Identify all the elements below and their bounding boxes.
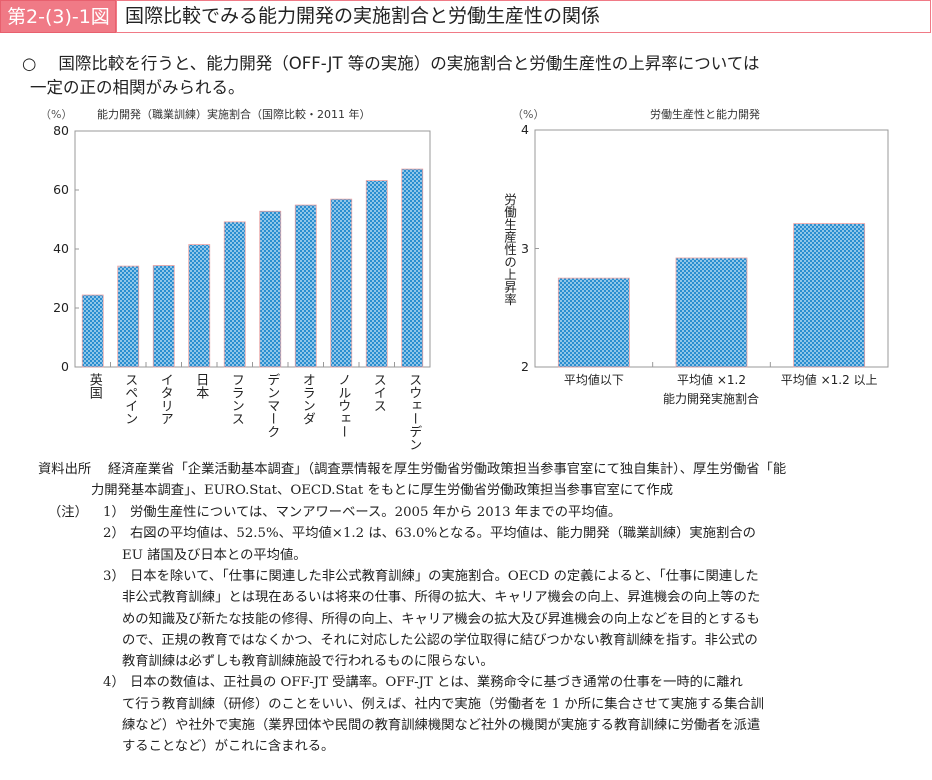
left-chart-title: 能力開発（職業訓練）実施割合（国際比較・2011 年） (97, 108, 371, 121)
summary-bullet: ○ (22, 54, 37, 73)
x-category-label: オランダ (299, 373, 315, 425)
bar-イタリア (152, 265, 175, 368)
x-category-label: フランス (228, 373, 244, 425)
source-line-2: 力開発基本調査」、EURO.Stat、OECD.Stat をもとに厚生労働省労働… (91, 483, 674, 498)
note-line: 練など）や社外で実施（業界団体や民間の教育訓練機関など社外の機関が実施する教育訓… (122, 718, 761, 733)
note-line: 教育訓練は必ずしも教育訓練施設で行われるものに限らない。 (122, 654, 494, 670)
note-line: 日本の数値は、正社員の OFF-JT 受講率。OFF-JT とは、業務命令に基づ… (130, 675, 743, 691)
note-line: 右図の平均値は、52.5%、平均値×1.2 は、63.0%となる。平均値は、能力… (130, 526, 756, 542)
note-line: EU 諸国及び日本との平均値。 (122, 547, 307, 563)
x-category-label: 平均値 ×1.2 (677, 373, 746, 387)
right-chart-ylabel: 労働生産性の上昇率 (502, 193, 517, 306)
bar-デンマーク (259, 210, 282, 368)
bar-スペイン (117, 265, 140, 368)
y-tick-label: 60 (53, 182, 69, 197)
summary-text: 国際比較を行うと、能力開発（OFF-JT 等の実施）の実施割合と労働生産性の上昇… (58, 54, 760, 73)
x-category-label: 平均値以下 (563, 373, 624, 387)
figure-title: 国際比較でみる能力開発の実施割合と労働生産性の関係 (116, 0, 931, 33)
right-chart-title: 労働生産性と能力開発 (650, 108, 760, 121)
note-line: て行う教育訓練（研修）のことをいい、例えば、社内で実施（労働者を 1 か所に集合… (122, 696, 764, 712)
x-category-label: スイス (370, 373, 386, 412)
x-category-label: 英国 (86, 373, 102, 399)
right-chart-xlabel: 能力開発実施割合 (662, 392, 759, 406)
note-line: ので、正規の教育ではなくかつ、それに対応した公認の学位取得に結びつかない教育訓練… (122, 632, 758, 648)
y-tick-label: 4 (521, 122, 529, 137)
x-category-label: 日本 (193, 373, 209, 399)
plot-frame-0 (74, 130, 431, 368)
note-line: 日本を除いて、「仕事に関連した非公式教育訓練」の実施割合。OECD の定義による… (130, 568, 759, 584)
bar-スウェーデン (401, 168, 424, 368)
x-category-label: スウェーデン (406, 373, 422, 451)
x-category-label: ノルウェー (335, 373, 351, 438)
figure-label: 第2-(3)-1図 (0, 0, 116, 33)
note-number: 4） (103, 675, 125, 691)
x-category-label: イタリア (157, 373, 173, 425)
note-line: めの知識及び新たな技能の修得、所得の向上、キャリア機会の拡大及び昇進機会の向上な… (122, 611, 760, 627)
note-number: 2） (103, 526, 125, 542)
y-tick-label: 20 (53, 300, 69, 315)
plot-frame-1 (534, 129, 889, 368)
x-category-label: スペイン (122, 373, 138, 425)
x-category-label: デンマーク (264, 373, 280, 438)
note-line: 労働生産性については、マンアワーベース。2005 年から 2013 年までの平均… (130, 505, 622, 520)
y-tick-label: 0 (61, 359, 69, 374)
y-tick-label: 80 (53, 123, 69, 138)
bar-英国 (81, 294, 104, 368)
bar-平均値以下 (557, 277, 630, 368)
bar-スイス (365, 180, 388, 368)
bar-オランダ (294, 204, 317, 368)
bar-ノルウェー (330, 198, 353, 368)
bar-平均値 ×1.2 以上 (793, 223, 866, 368)
y-tick-label: 3 (521, 240, 529, 256)
note-number: 3） (103, 568, 125, 584)
y-tick-label: 2 (521, 359, 529, 374)
bar-日本 (188, 244, 211, 368)
summary-line-2: 一定の正の相関がみられる。 (30, 78, 245, 97)
note-line: 非公式教育訓練」とは現在あるいは将来の仕事、所得の拡大、キャリア機会の向上、昇進… (122, 590, 761, 606)
right-chart-unit: （%） (512, 108, 545, 121)
source-line-1: 経済産業省「企業活動基本調査」（調査票情報を厚生労働省労働政策担当参事官室にて独… (108, 462, 787, 477)
x-category-label: 平均値 ×1.2 以上 (780, 373, 878, 387)
bar-フランス (223, 221, 246, 368)
source-label: 資料出所 (38, 462, 92, 477)
note-number: 1） (103, 505, 125, 520)
bar-平均値 ×1.2 (675, 257, 748, 368)
note-line: することなど）がこれに含まれる。 (122, 739, 335, 755)
notes-label: （注） (48, 505, 88, 520)
left-chart-unit: （%） (40, 108, 73, 121)
y-tick-label: 40 (53, 241, 69, 256)
summary-line-1: ○ 国際比較を行うと、能力開発（OFF-JT 等の実施）の実施割合と労働生産性の上… (22, 50, 759, 74)
